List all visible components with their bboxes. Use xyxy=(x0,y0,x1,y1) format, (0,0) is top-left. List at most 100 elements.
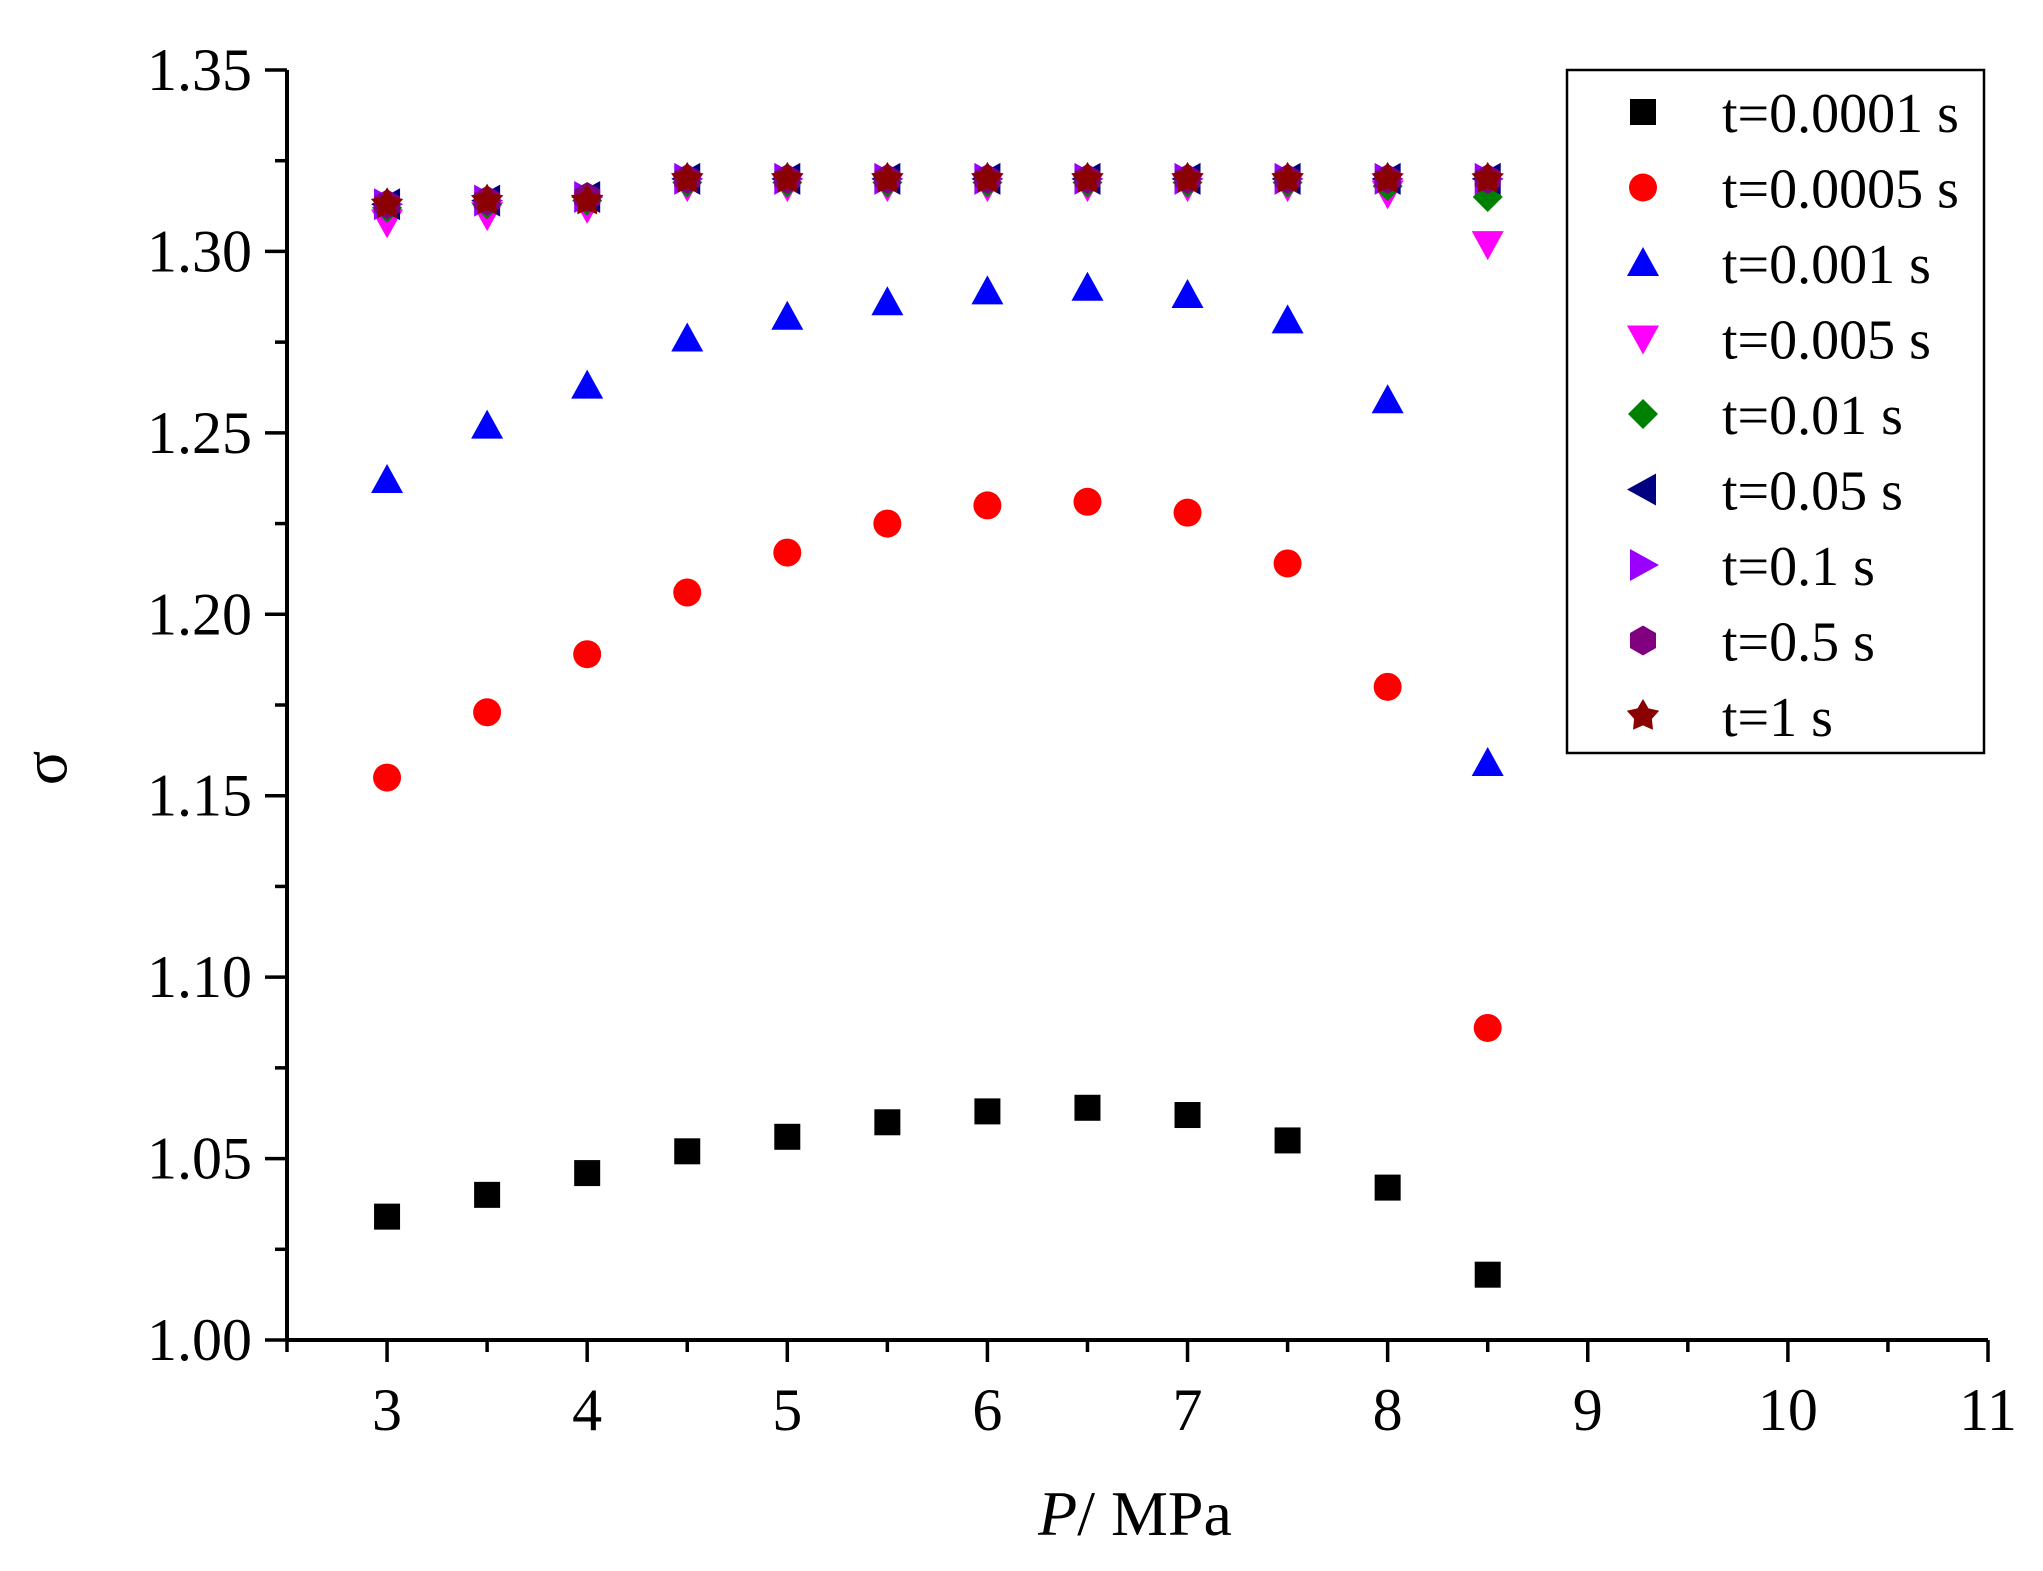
data-point xyxy=(1171,278,1204,308)
data-point xyxy=(1374,1174,1401,1201)
series-7 xyxy=(374,162,1504,221)
data-point xyxy=(373,763,402,792)
data-point xyxy=(1273,549,1302,578)
legend-label: t=1 s xyxy=(1722,687,1833,749)
data-point xyxy=(671,322,704,352)
series-4 xyxy=(371,173,1504,261)
x-tick-label: 5 xyxy=(772,1377,802,1443)
data-point xyxy=(571,369,604,399)
data-point xyxy=(671,161,704,193)
y-tick-label: 1.35 xyxy=(147,37,252,103)
x-axis-title: P/ MPa xyxy=(1037,1478,1232,1549)
series-8 xyxy=(374,163,1501,220)
legend-marker xyxy=(1627,247,1659,276)
data-point xyxy=(1271,304,1304,334)
data-point xyxy=(374,1203,401,1230)
series-1 xyxy=(374,1094,1501,1288)
y-tick-label: 1.05 xyxy=(147,1126,252,1192)
data-point xyxy=(571,183,604,215)
data-point xyxy=(474,1181,501,1208)
data-point xyxy=(1173,498,1202,527)
data-point xyxy=(1471,161,1504,193)
y-tick-label: 1.15 xyxy=(147,763,252,829)
legend-marker xyxy=(1630,549,1659,581)
x-tick-label: 9 xyxy=(1573,1377,1603,1443)
x-tick-label: 6 xyxy=(972,1377,1002,1443)
data-point xyxy=(1471,747,1504,777)
legend-marker xyxy=(1630,625,1656,656)
data-point xyxy=(1071,271,1104,301)
legend-label: t=0.5 s xyxy=(1722,612,1875,674)
data-point xyxy=(971,275,1004,305)
data-point xyxy=(873,509,902,538)
legend-marker xyxy=(1627,325,1659,355)
data-point xyxy=(1071,161,1104,193)
legend-marker xyxy=(1627,473,1656,506)
data-point xyxy=(1474,1261,1501,1288)
legend-label: t=0.05 s xyxy=(1722,461,1903,523)
data-point xyxy=(574,1160,601,1187)
series-9 xyxy=(370,161,1504,218)
legend-label: t=0.01 s xyxy=(1722,385,1903,447)
data-point xyxy=(971,161,1004,193)
data-point xyxy=(1274,1127,1301,1154)
series-5 xyxy=(372,167,1503,223)
x-tick-label: 4 xyxy=(572,1377,602,1443)
legend-marker xyxy=(1628,399,1658,429)
y-tick-label: 1.20 xyxy=(147,581,252,647)
x-tick-label: 11 xyxy=(1959,1377,2017,1443)
data-point xyxy=(774,1123,801,1150)
x-tick-label: 8 xyxy=(1373,1377,1403,1443)
data-point xyxy=(674,1138,701,1165)
data-point xyxy=(1371,384,1404,414)
data-point xyxy=(973,491,1002,520)
legend-label: t=0.0001 s xyxy=(1722,83,1959,145)
y-tick-label: 1.25 xyxy=(147,400,252,466)
data-point xyxy=(370,187,404,218)
data-point xyxy=(573,640,602,669)
legend: t=0.0001 s t=0.0005 s t=0.001 s t=0.005 s t=… xyxy=(1565,68,1986,755)
data-point xyxy=(773,538,802,567)
x-tick-label: 3 xyxy=(372,1377,402,1443)
data-point xyxy=(771,161,804,193)
legend-marker xyxy=(1626,699,1660,730)
legend-marker xyxy=(1630,99,1656,125)
data-point xyxy=(1471,231,1504,261)
data-point xyxy=(1074,1094,1101,1121)
data-point xyxy=(1473,1013,1502,1042)
y-tick-label: 1.10 xyxy=(147,944,252,1010)
data-point xyxy=(470,183,504,215)
legend-marker xyxy=(1629,173,1657,202)
x-tick-label: 10 xyxy=(1758,1377,1818,1443)
data-point xyxy=(974,1098,1001,1125)
legend-label: t=0.001 s xyxy=(1722,234,1931,296)
data-point xyxy=(874,1109,901,1136)
data-point xyxy=(673,578,702,607)
data-point xyxy=(473,698,502,727)
series-2 xyxy=(373,487,1502,1042)
data-point xyxy=(1171,161,1204,193)
x-axis-title-variable: P xyxy=(1037,1478,1077,1549)
data-point xyxy=(871,286,904,316)
legend-label: t=0.005 s xyxy=(1722,310,1931,372)
legend-label: t=0.1 s xyxy=(1722,536,1875,598)
data-point xyxy=(471,409,504,439)
axes: 3 4 5 6 7 8 9 10 11 1.00 1.05 1.10 1.15 1.20 1.25 1.30 1… xyxy=(147,37,2017,1443)
x-tick-label: 7 xyxy=(1173,1377,1203,1443)
data-point xyxy=(871,161,904,193)
series-3 xyxy=(371,271,1504,777)
data-point xyxy=(771,300,804,330)
y-tick-label: 1.30 xyxy=(147,218,252,284)
series-6 xyxy=(371,162,1501,221)
data-point xyxy=(371,464,404,494)
data-points xyxy=(370,161,1504,1288)
data-point xyxy=(1271,161,1304,193)
y-tick-label: 1.00 xyxy=(147,1307,252,1373)
x-axis-title-unit: / MPa xyxy=(1077,1478,1232,1549)
y-axis-title: σ xyxy=(10,751,81,786)
data-point xyxy=(1073,487,1102,516)
data-point xyxy=(1373,672,1402,701)
data-point xyxy=(1371,161,1404,193)
legend-label: t=0.0005 s xyxy=(1722,159,1959,221)
